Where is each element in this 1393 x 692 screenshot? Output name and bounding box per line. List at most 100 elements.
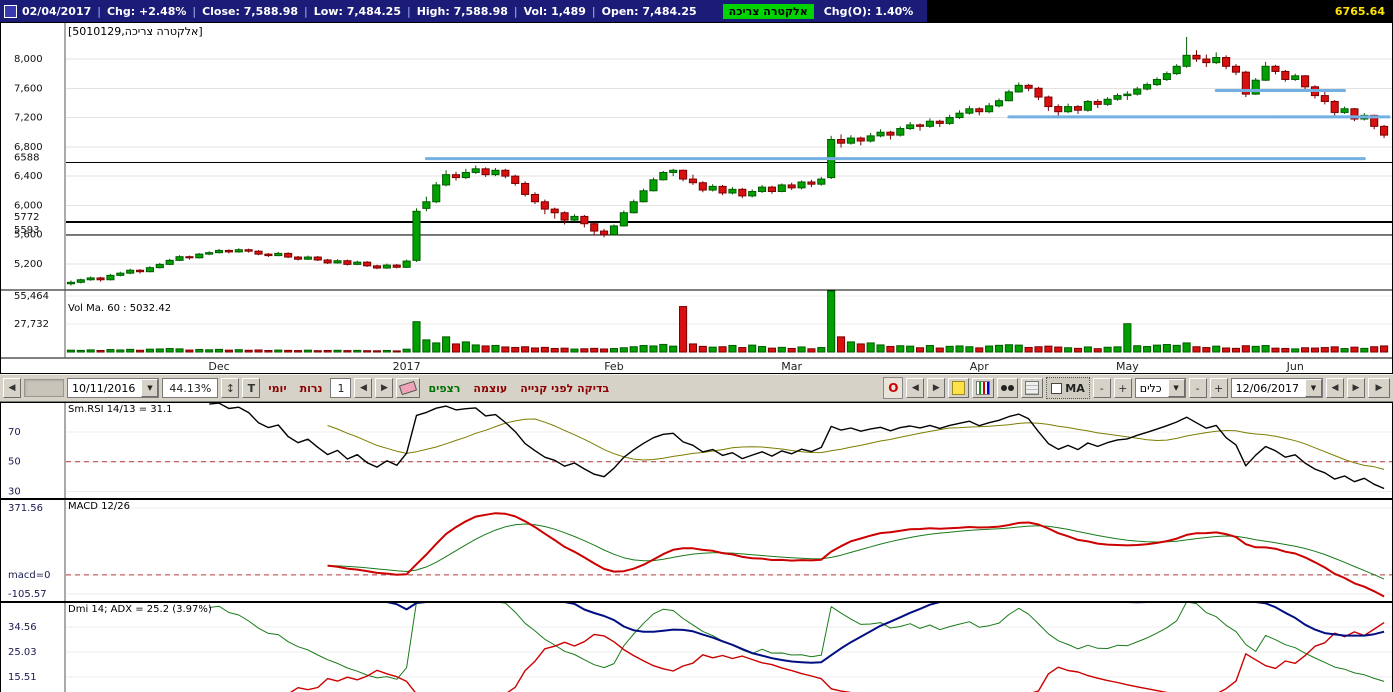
symbol-badge[interactable]: אלקטרה צריכה	[722, 3, 814, 19]
eraser-button[interactable]	[396, 378, 421, 398]
info-segment: Open: 7,484.25	[601, 4, 697, 18]
separator: |	[304, 4, 308, 18]
svg-text:34.56: 34.56	[8, 622, 37, 633]
candlestick-chart[interactable]: 8,000 7,600 7,200 6,800 6,400 6,000 5,600 5,200…	[0, 22, 1393, 374]
tools-value: כלים	[1139, 381, 1162, 395]
zoom-in-button[interactable]: +	[1209, 378, 1228, 398]
ma-plus-button[interactable]: +	[1113, 378, 1132, 398]
svg-text:25.03: 25.03	[8, 647, 37, 658]
last-value-label: 6765.64	[1334, 4, 1385, 18]
info-segment: 02/04/2017	[22, 4, 92, 18]
svg-text:Mar: Mar	[781, 360, 802, 373]
separator: |	[591, 4, 596, 18]
info-segment: High: 7,588.98	[416, 4, 508, 18]
svg-text:Apr: Apr	[970, 360, 990, 373]
period-daily-label[interactable]: יומי	[268, 381, 287, 395]
t-button[interactable]: T	[242, 378, 261, 398]
svg-text:70: 70	[8, 427, 21, 438]
scroll-left-button[interactable]: ◀	[3, 378, 21, 398]
top-info-bar: 02/04/2017 | Chg: +2.48% | Close: 7,588.98 | L…	[0, 0, 1393, 22]
svg-text:5,600: 5,600	[14, 230, 43, 241]
pre-buy-check-label[interactable]: בדיקה לפני קנייה	[520, 381, 610, 395]
info-segment: Vol: 1,489	[523, 4, 586, 18]
ma-toggle[interactable]: MA	[1046, 377, 1090, 399]
tools-combo[interactable]: כלים ▼	[1134, 378, 1186, 398]
from-date-combo[interactable]: 10/11/2016 ▼	[67, 378, 160, 398]
ma-label: MA	[1065, 381, 1085, 395]
macd-chart[interactable]: 371.56 macd=0 -105.57	[0, 499, 1393, 602]
svg-text:6588: 6588	[14, 152, 39, 163]
svg-text:15.51: 15.51	[8, 672, 37, 683]
nav-right-button[interactable]: ▶	[1347, 378, 1365, 398]
chevron-down-icon[interactable]: ▼	[1167, 379, 1185, 397]
grid-button[interactable]	[1021, 378, 1044, 398]
from-date-value: 10/11/2016	[72, 381, 136, 395]
svg-text:5,200: 5,200	[14, 259, 43, 270]
open-change-label: Chg(O): 1.40%	[823, 4, 914, 18]
dmi-panel[interactable]: 34.56 25.03 15.51 Dmi 14; ADX = 25.2 (3.97…	[0, 602, 1393, 692]
orders-button[interactable]: O	[883, 377, 904, 399]
ma-checkbox[interactable]	[1051, 382, 1063, 394]
grid-icon	[1025, 381, 1040, 395]
svg-text:6,800: 6,800	[14, 142, 43, 153]
svg-text:Jun: Jun	[1286, 360, 1304, 373]
svg-text:7,600: 7,600	[14, 83, 43, 94]
to-date-value: 12/06/2017	[1235, 381, 1299, 395]
to-date-combo[interactable]: 12/06/2017 ▼	[1230, 378, 1323, 398]
svg-text:30: 30	[8, 487, 21, 498]
topbar-right-strip: 6765.64	[927, 0, 1393, 22]
info-segment: Close: 7,588.98	[202, 4, 299, 18]
svg-text:6,000: 6,000	[14, 200, 43, 211]
window-icon	[4, 4, 17, 18]
scroll-right-button[interactable]: ▶	[1368, 378, 1390, 398]
svg-text:-105.57: -105.57	[8, 589, 47, 600]
percent-field[interactable]: 44.13%	[162, 378, 219, 398]
notes-button[interactable]	[948, 378, 970, 398]
info-segment: Low: 7,484.25	[313, 4, 401, 18]
chart-type-icon	[976, 381, 991, 395]
binoculars-icon	[1001, 385, 1008, 391]
svg-text:Feb: Feb	[604, 360, 623, 373]
main-chart-panel[interactable]: 8,000 7,600 7,200 6,800 6,400 6,000 5,600 5,200…	[0, 22, 1393, 374]
chart-type-button[interactable]	[972, 378, 995, 398]
sequences-label[interactable]: רצפים	[428, 381, 461, 395]
interval-value[interactable]: 1	[330, 378, 352, 398]
chevron-down-icon[interactable]: ▼	[1305, 379, 1322, 397]
chart-style-candles-label[interactable]: נרות	[299, 381, 323, 395]
svg-text:May: May	[1116, 360, 1139, 373]
rsi-panel[interactable]: 70 50 30 Sm.RSI 14/13 = 31.1	[0, 402, 1393, 499]
interval-prev-button[interactable]: ◀	[354, 378, 373, 398]
svg-text:50: 50	[8, 457, 21, 468]
svg-text:8,000: 8,000	[14, 54, 43, 65]
interval-next-button[interactable]: ▶	[375, 378, 394, 398]
small-prev-button[interactable]: ◀	[906, 378, 925, 398]
svg-text:55,464: 55,464	[14, 291, 49, 302]
scrollbar-track[interactable]	[24, 379, 64, 397]
rsi-chart[interactable]: 70 50 30	[0, 402, 1393, 499]
small-next-button[interactable]: ▶	[927, 378, 946, 398]
info-segment: Chg: +2.48%	[106, 4, 187, 18]
scale-button[interactable]: ↕	[221, 378, 240, 398]
zoom-out-button[interactable]: -	[1188, 378, 1207, 398]
chart-toolbar: ◀ 10/11/2016 ▼ 44.13% ↕ T יומי נרות 1 ◀ …	[0, 374, 1393, 402]
nav-left-button[interactable]: ◀	[1326, 378, 1344, 398]
separator: |	[97, 4, 101, 18]
yellow-note-icon	[952, 381, 966, 395]
topbar-info: 02/04/2017 | Chg: +2.48% | Close: 7,588.98 | L…	[22, 5, 697, 18]
separator: |	[513, 4, 518, 18]
svg-text:5593: 5593	[14, 225, 39, 236]
eraser-icon	[399, 380, 418, 396]
search-button[interactable]	[997, 378, 1019, 398]
ma-minus-button[interactable]: -	[1092, 378, 1111, 398]
separator: |	[192, 4, 197, 18]
macd-panel[interactable]: 371.56 macd=0 -105.57 MACD 12/26	[0, 499, 1393, 602]
dmi-chart[interactable]: 34.56 25.03 15.51	[0, 602, 1393, 692]
svg-text:27,732: 27,732	[14, 319, 49, 330]
power-label[interactable]: עוצמה	[473, 381, 508, 395]
svg-text:2017: 2017	[393, 360, 421, 373]
chevron-down-icon[interactable]: ▼	[141, 379, 159, 397]
svg-text:7,200: 7,200	[14, 113, 43, 124]
svg-text:Dec: Dec	[208, 360, 229, 373]
svg-text:6,400: 6,400	[14, 171, 43, 182]
